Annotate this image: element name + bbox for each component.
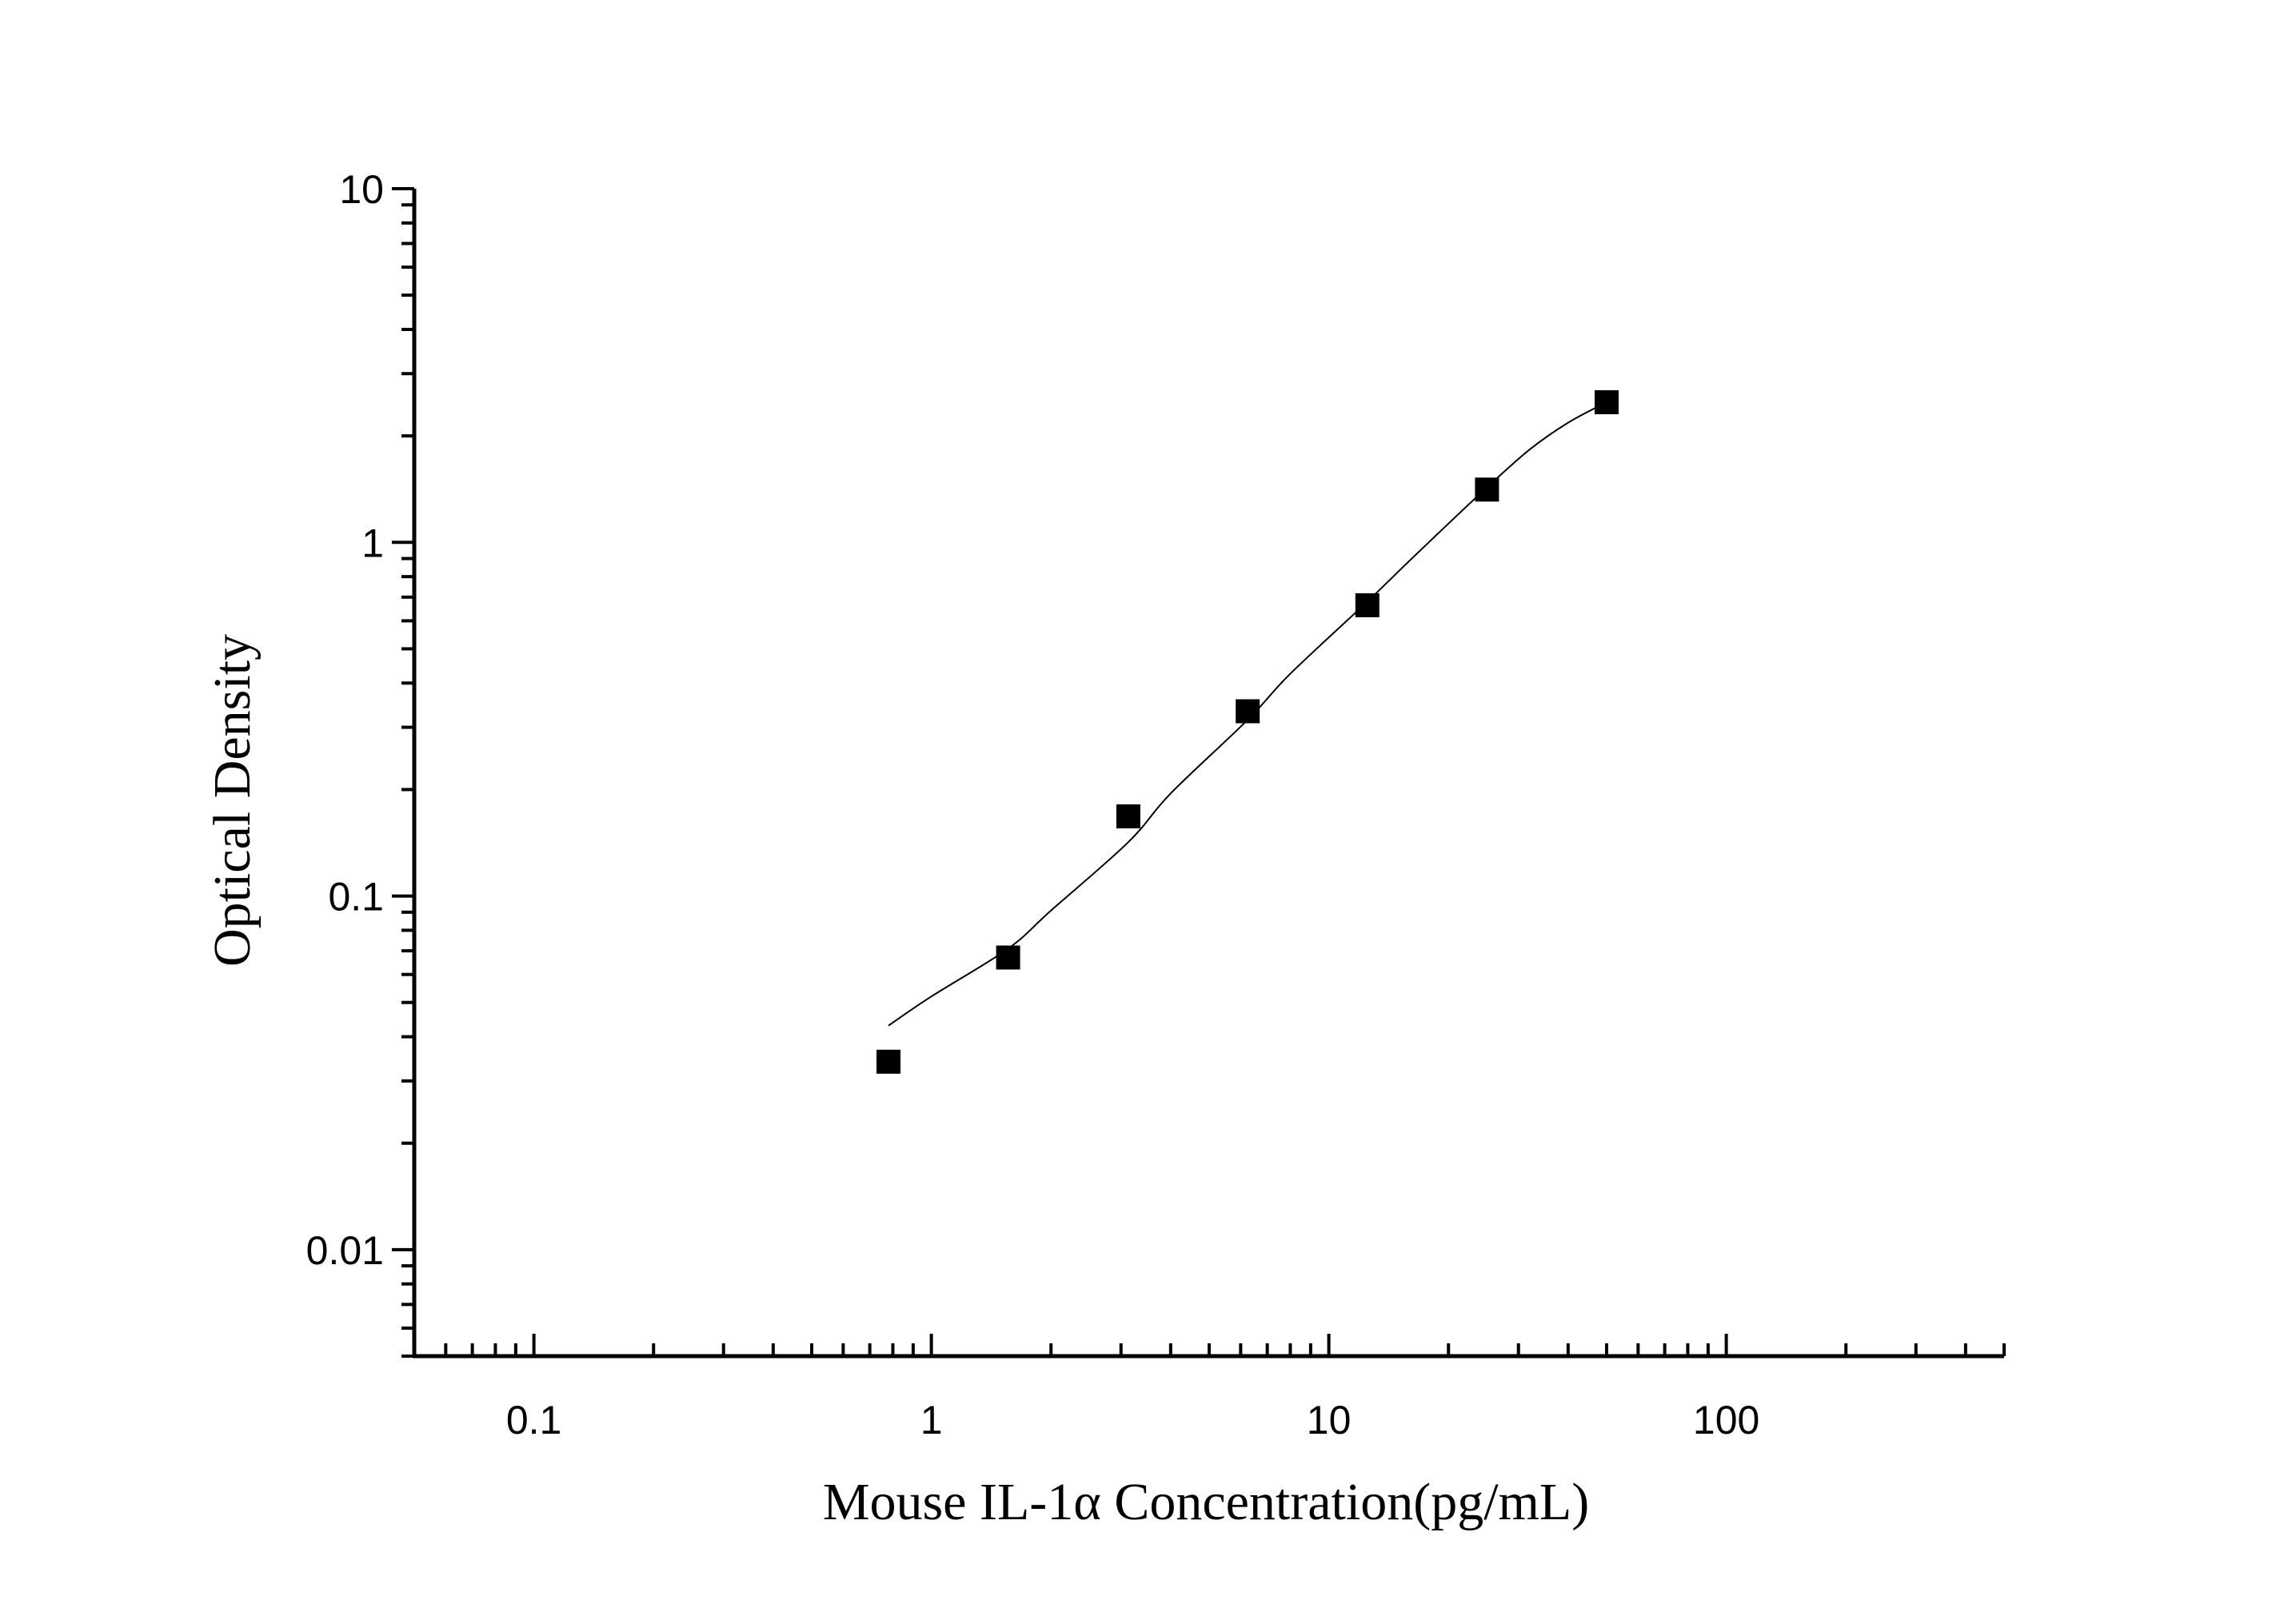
data-point	[996, 945, 1020, 970]
data-points-layer	[876, 390, 1619, 1074]
fit-curve	[888, 401, 1607, 1027]
tick-labels: 0.1 1 10 100 0.01 0.1 1 10	[306, 167, 1760, 1442]
data-point	[1236, 699, 1260, 724]
x-tick-label: 1	[920, 1398, 943, 1442]
fit-curve-layer	[888, 401, 1607, 1027]
y-tick-label: 0.1	[328, 875, 384, 920]
x-tick-label: 0.1	[506, 1398, 562, 1442]
y-tick-label: 1	[361, 521, 384, 565]
data-point	[1475, 477, 1499, 502]
y-tick-label: 10	[339, 167, 384, 212]
y-axis-title: Optical Density	[203, 634, 262, 967]
data-point	[1595, 390, 1619, 415]
ticks	[392, 187, 2006, 1358]
x-tick-label: 100	[1693, 1398, 1759, 1442]
x-tick-label: 10	[1307, 1398, 1352, 1442]
data-point	[876, 1049, 900, 1074]
data-point	[1116, 804, 1140, 828]
data-point	[1355, 593, 1380, 617]
x-axis-title: Mouse IL-1α Concentration(pg/mL)	[823, 1473, 1589, 1531]
y-tick-label: 0.01	[306, 1228, 384, 1273]
axes	[412, 189, 2004, 1359]
